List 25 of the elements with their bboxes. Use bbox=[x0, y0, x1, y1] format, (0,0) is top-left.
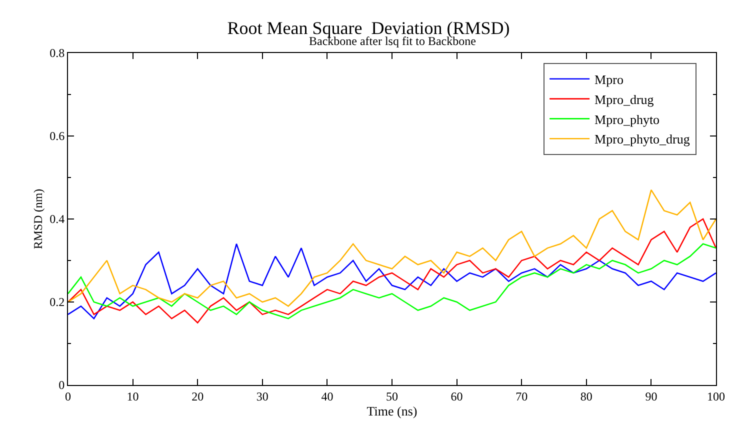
line-series bbox=[68, 218, 716, 324]
x-tick-label: 70 bbox=[516, 389, 528, 404]
x-axis-title: Time (ns) bbox=[366, 403, 418, 418]
x-tick-label: 90 bbox=[645, 389, 658, 404]
x-tick-label: 20 bbox=[192, 389, 204, 404]
legend-label: Mpro bbox=[594, 72, 624, 87]
x-tick-label: 30 bbox=[256, 389, 268, 404]
y-tick-label: 0.4 bbox=[50, 212, 65, 226]
x-tick-label: 40 bbox=[321, 389, 334, 404]
x-tick-label: 80 bbox=[580, 389, 592, 404]
chart-title: Root Mean Square Deviation (RMSD) bbox=[227, 18, 510, 38]
legend-label: Mpro_drug bbox=[594, 92, 654, 107]
line-series bbox=[68, 243, 716, 320]
legend-label: Mpro_phyto bbox=[594, 112, 660, 127]
x-tick-label: 100 bbox=[707, 389, 725, 404]
x-tick-label: 60 bbox=[450, 389, 463, 404]
y-tick-label: 0.8 bbox=[50, 46, 65, 60]
y-tick-label: 0 bbox=[58, 378, 65, 392]
y-tick-label: 0.6 bbox=[50, 129, 65, 144]
y-axis-title: RMSD (nm) bbox=[30, 188, 45, 250]
line-series bbox=[68, 189, 716, 307]
y-tick-label: 0.2 bbox=[50, 295, 65, 310]
x-tick-label: 10 bbox=[126, 389, 139, 404]
x-tick-label: 50 bbox=[386, 389, 398, 404]
legend-label: Mpro_phyto_drug bbox=[594, 132, 690, 147]
